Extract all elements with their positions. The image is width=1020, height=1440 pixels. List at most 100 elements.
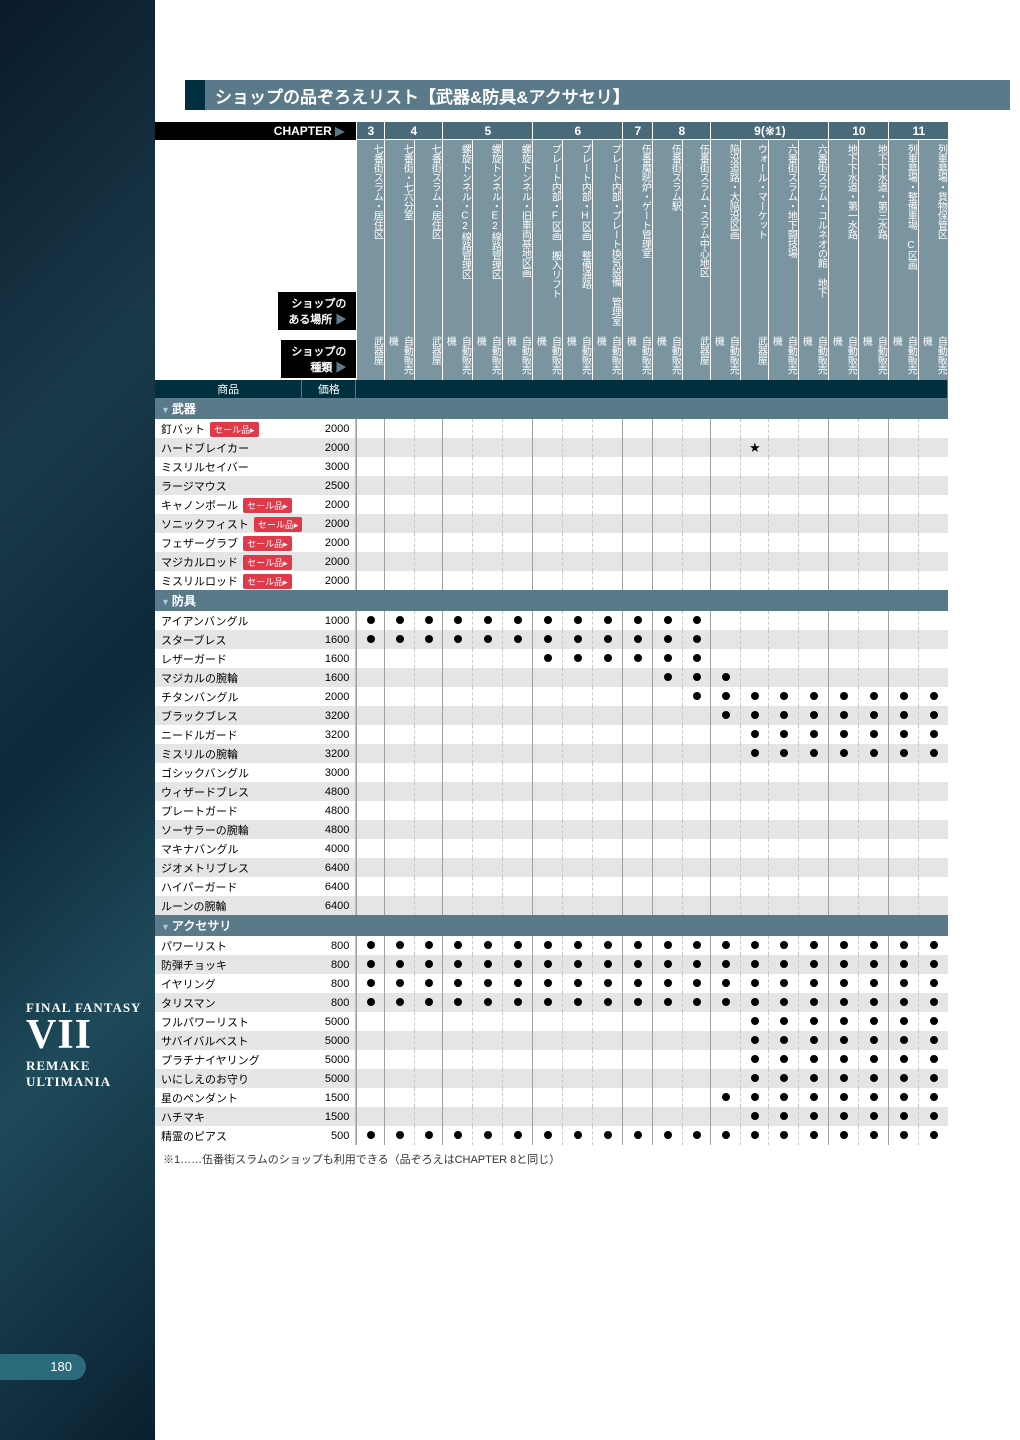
availability-cell [710, 687, 740, 706]
availability-cell [710, 419, 740, 438]
dot-icon [693, 941, 701, 949]
availability-cell [356, 763, 384, 782]
location-cell: 七番街スラム・居住区 [356, 140, 384, 332]
availability-cell [710, 649, 740, 668]
availability-cell [798, 649, 828, 668]
availability-cell [532, 687, 562, 706]
shoptype-cell: 自動販売機 [918, 332, 948, 380]
dot-icon [780, 1093, 788, 1101]
availability-cell [562, 571, 592, 590]
dot-icon [780, 960, 788, 968]
availability-cell [414, 1107, 442, 1126]
availability-cell [652, 668, 682, 687]
dot-icon [574, 941, 582, 949]
availability-cell [828, 820, 858, 839]
availability-cell [622, 533, 652, 552]
dot-icon [930, 1017, 938, 1025]
dot-icon [544, 1131, 552, 1139]
item-row: 星のペンダント1500 [155, 1088, 948, 1107]
item-name: ニードルガード [155, 725, 302, 744]
availability-cell [682, 630, 710, 649]
availability-cell [888, 936, 918, 955]
availability-cell [442, 782, 472, 801]
availability-cell [710, 744, 740, 763]
dot-icon [810, 979, 818, 987]
availability-cell [682, 457, 710, 476]
dot-icon [484, 616, 492, 624]
availability-cell [652, 1107, 682, 1126]
dot-icon [900, 1036, 908, 1044]
dot-icon [722, 941, 730, 949]
availability-cell [384, 649, 414, 668]
availability-cell [682, 1050, 710, 1069]
availability-cell [858, 763, 888, 782]
availability-cell [356, 611, 384, 630]
sale-tag: セール品▸ [254, 517, 303, 532]
availability-cell [622, 649, 652, 668]
availability-cell [472, 706, 502, 725]
availability-cell [442, 514, 472, 533]
dot-icon [930, 749, 938, 757]
shop-table: CHAPTER ▶3456789(※1)1011ショップのある場所 ▶七番街スラ… [155, 122, 1010, 1145]
availability-cell [622, 896, 652, 915]
availability-cell [532, 801, 562, 820]
item-name: プラチナイヤリング [155, 1050, 302, 1069]
availability-cell [384, 725, 414, 744]
availability-cell [652, 649, 682, 668]
availability-cell [888, 438, 918, 457]
availability-cell [858, 1069, 888, 1088]
availability-cell [652, 1069, 682, 1088]
dot-icon [900, 1074, 908, 1082]
availability-cell [710, 1126, 740, 1145]
dot-icon [693, 635, 701, 643]
availability-cell [532, 611, 562, 630]
availability-cell [356, 571, 384, 590]
shoptype-cell: 自動販売機 [858, 332, 888, 380]
availability-cell [592, 706, 622, 725]
availability-cell [918, 1050, 948, 1069]
item-price: 6400 [302, 858, 356, 877]
availability-cell [740, 858, 768, 877]
dot-icon [840, 998, 848, 1006]
availability-cell [858, 630, 888, 649]
dot-icon [604, 941, 612, 949]
availability-cell [592, 1050, 622, 1069]
availability-cell [888, 457, 918, 476]
location-cell: 伍番街スラム駅 [652, 140, 682, 332]
section-header: ▼武器 [155, 398, 948, 419]
chapter-cell: 9(※1) [710, 122, 828, 140]
item-name: ブラックブレス [155, 706, 302, 725]
item-name: ミスリルセイバー [155, 457, 302, 476]
availability-cell [768, 1050, 798, 1069]
availability-cell [356, 1069, 384, 1088]
item-row: 防弾チョッキ800 [155, 955, 948, 974]
dot-icon [780, 1017, 788, 1025]
dot-icon [514, 960, 522, 968]
availability-cell [768, 457, 798, 476]
dot-icon [780, 941, 788, 949]
availability-cell [652, 630, 682, 649]
availability-cell [532, 896, 562, 915]
location-cell: プレート内部・F区画 搬入リフト [532, 140, 562, 332]
availability-cell [682, 611, 710, 630]
dot-icon [780, 1074, 788, 1082]
dot-icon [367, 960, 375, 968]
availability-cell [918, 839, 948, 858]
availability-cell [384, 1126, 414, 1145]
location-cell: 地下下水道・第一水路 [828, 140, 858, 332]
availability-cell [888, 896, 918, 915]
availability-cell [442, 744, 472, 763]
dot-icon [604, 616, 612, 624]
availability-cell [356, 533, 384, 552]
item-name: 防弾チョッキ [155, 955, 302, 974]
availability-cell [356, 630, 384, 649]
availability-cell [442, 1031, 472, 1050]
availability-cell [592, 839, 622, 858]
availability-cell [858, 457, 888, 476]
availability-cell [828, 457, 858, 476]
availability-cell [384, 495, 414, 514]
item-price: 800 [302, 936, 356, 955]
availability-cell [888, 533, 918, 552]
dot-icon [900, 998, 908, 1006]
availability-cell [858, 1126, 888, 1145]
